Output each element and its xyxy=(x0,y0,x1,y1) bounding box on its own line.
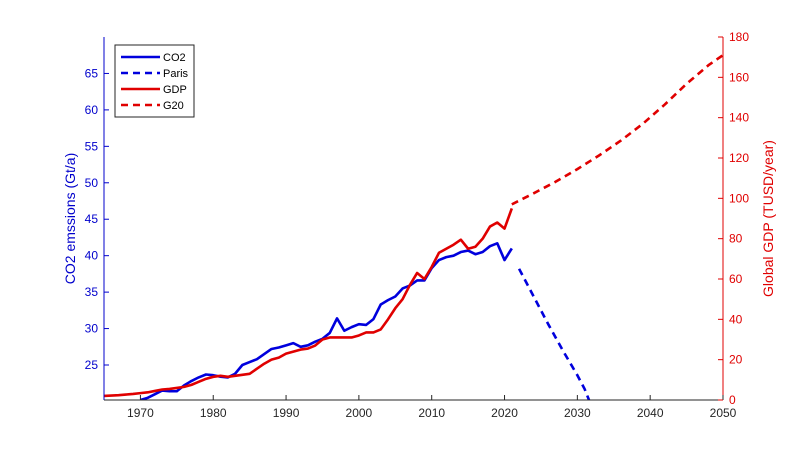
legend-label-g20: G20 xyxy=(163,100,184,112)
y-right-tick-label: 160 xyxy=(729,70,749,84)
y-left-tick-label: 30 xyxy=(85,322,99,336)
series-line-g20 xyxy=(511,54,723,206)
series-line-co2 xyxy=(140,241,513,400)
y-left-tick-label: 25 xyxy=(85,358,99,372)
y-left-tick-label: 55 xyxy=(85,139,99,153)
series-group xyxy=(104,54,723,400)
y-axis-left-title: CO2 emssions (Gt/a) xyxy=(62,153,78,284)
legend-label-gdp: GDP xyxy=(163,84,187,96)
x-tick-label: 2030 xyxy=(564,406,591,420)
y-left-tick-label: 40 xyxy=(85,249,99,263)
y-right-tick-label: 20 xyxy=(729,353,743,367)
x-tick-label: 1970 xyxy=(127,406,154,420)
y-right-tick-label: 140 xyxy=(729,111,749,125)
legend-label-paris: Paris xyxy=(163,68,189,80)
x-tick-label: 1980 xyxy=(200,406,227,420)
legend-label-co2: CO2 xyxy=(163,52,186,64)
y-right-tick-label: 120 xyxy=(729,151,749,165)
y-left-tick-label: 50 xyxy=(85,176,99,190)
y-right-tick-label: 100 xyxy=(729,191,749,205)
y-left-tick-label: 35 xyxy=(85,285,99,299)
y-axis-right-title: Global GDP (TUSD/year) xyxy=(760,140,776,297)
y-right-tick-label: 80 xyxy=(729,232,743,246)
x-tick-label: 2050 xyxy=(710,406,737,420)
x-tick-label: 2040 xyxy=(637,406,664,420)
series-line-paris xyxy=(517,268,591,400)
y-left-tick-label: 65 xyxy=(85,66,99,80)
x-tick-label: 1990 xyxy=(273,406,300,420)
y-left-tick-label: 45 xyxy=(85,212,99,226)
y-right-tick-label: 180 xyxy=(729,30,749,44)
x-tick-label: 2020 xyxy=(491,406,518,420)
y-left-tick-label: 60 xyxy=(85,103,99,117)
y-right-tick-label: 40 xyxy=(729,312,743,326)
y-right-tick-label: 60 xyxy=(729,272,743,286)
series-line-gdp xyxy=(104,207,514,398)
x-tick-label: 2010 xyxy=(418,406,445,420)
y-right-tick-label: 0 xyxy=(729,393,736,407)
plot-area xyxy=(104,37,723,400)
x-tick-label: 2000 xyxy=(346,406,373,420)
